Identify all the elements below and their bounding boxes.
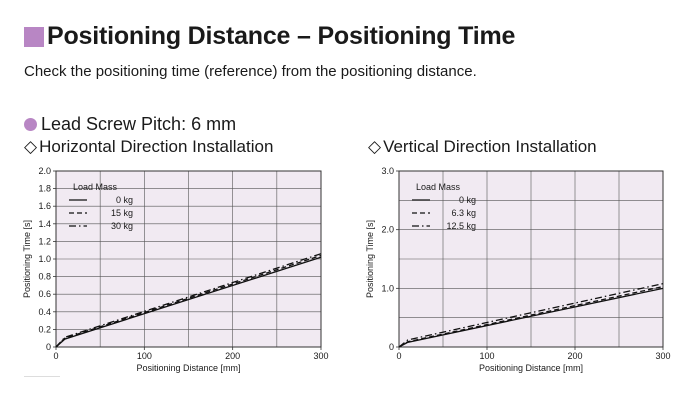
chart-heading-vertical: ◇ Vertical Direction Installation: [368, 137, 597, 157]
page-subtitle: Check the positioning time (reference) f…: [24, 63, 477, 80]
x-tick-label: 300: [655, 351, 670, 361]
x-tick-label: 100: [137, 351, 152, 361]
x-tick-label: 100: [479, 351, 494, 361]
x-tick-label: 300: [313, 351, 328, 361]
y-tick-label: 1.4: [38, 219, 51, 229]
x-axis-label: Positioning Distance [mm]: [479, 363, 583, 373]
y-tick-label: 1.0: [381, 283, 394, 293]
legend-title: Load Mass: [416, 182, 461, 192]
y-tick-label: 0.4: [38, 307, 51, 317]
x-tick-label: 0: [53, 351, 58, 361]
legend-entry: 30 kg: [111, 221, 133, 231]
x-tick-label: 0: [396, 351, 401, 361]
y-tick-label: 1.6: [38, 201, 51, 211]
legend-title: Load Mass: [73, 182, 118, 192]
y-axis-label: Positioning Time [s]: [22, 220, 32, 298]
legend-entry: 12.5 kg: [446, 221, 476, 231]
chart-title-horizontal: Horizontal Direction Installation: [39, 137, 274, 156]
legend-entry: 15 kg: [111, 208, 133, 218]
y-tick-label: 0.2: [38, 324, 51, 334]
footer-divider: [24, 376, 60, 377]
circle-bullet-icon: [24, 118, 37, 131]
chart-title-vertical: Vertical Direction Installation: [383, 137, 597, 156]
y-tick-label: 0: [46, 342, 51, 352]
legend-entry: 0 kg: [459, 195, 476, 205]
x-axis-label: Positioning Distance [mm]: [136, 363, 240, 373]
page-title: Positioning Distance – Positioning Time: [47, 22, 516, 50]
y-tick-label: 0.8: [38, 272, 51, 282]
pitch-label: Lead Screw Pitch: 6 mm: [41, 114, 237, 134]
legend-entry: 0 kg: [116, 195, 133, 205]
pitch-heading: Lead Screw Pitch: 6 mm: [24, 114, 236, 135]
legend-entry: 6.3 kg: [451, 208, 476, 218]
page-header: Positioning Distance – Positioning Time: [24, 22, 515, 51]
y-tick-label: 0.6: [38, 289, 51, 299]
chart-heading-horizontal: ◇ Horizontal Direction Installation: [24, 137, 273, 157]
plot-frame: [398, 170, 664, 348]
diamond-icon: ◇: [24, 137, 38, 156]
y-tick-label: 1.2: [38, 236, 51, 246]
y-tick-label: 1.8: [38, 184, 51, 194]
x-tick-label: 200: [225, 351, 240, 361]
x-tick-label: 200: [567, 351, 582, 361]
y-tick-label: 3.0: [381, 166, 394, 176]
square-icon: [24, 26, 44, 47]
y-tick-label: 1.0: [38, 254, 51, 264]
y-axis-label: Positioning Time [s]: [365, 220, 375, 298]
diamond-icon: ◇: [368, 137, 382, 156]
y-tick-label: 2.0: [38, 166, 51, 176]
series-line-12-5-kg: [398, 283, 664, 348]
y-tick-label: 2.0: [381, 225, 394, 235]
y-tick-label: 0: [389, 342, 394, 352]
series-line-30-kg: [55, 253, 322, 348]
